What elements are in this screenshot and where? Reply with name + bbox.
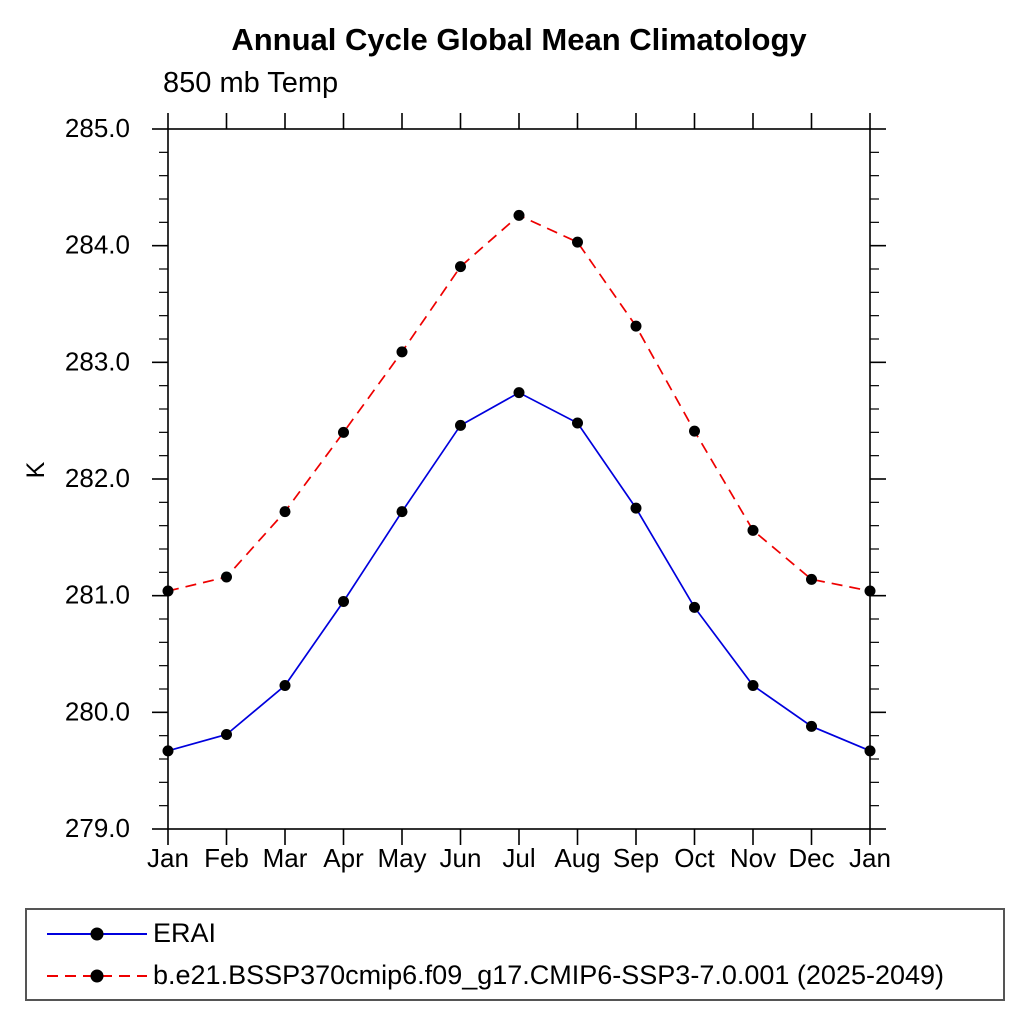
legend-line-sample-model xyxy=(47,969,147,982)
y-tick-labels: 279.0 280.0 281.0 282.0 283.0 284.0 285.0 xyxy=(65,113,130,843)
x-tick-label: Sep xyxy=(613,843,659,873)
x-tick-label: Nov xyxy=(730,843,776,873)
legend: ERAI b.e21.BSSP370cmip6.f09_g17.CMIP6-SS… xyxy=(25,908,1005,1001)
legend-label-erai: ERAI xyxy=(153,918,217,948)
x-tick-label: Apr xyxy=(323,843,364,873)
data-point-marker xyxy=(572,417,583,429)
y-tick-label: 279.0 xyxy=(65,813,130,843)
chart-title: Annual Cycle Global Mean Climatology xyxy=(231,22,807,57)
x-tick-label: May xyxy=(377,843,426,873)
y-tick-label: 282.0 xyxy=(65,463,130,493)
legend-label-model: b.e21.BSSP370cmip6.f09_g17.CMIP6-SSP3-7.… xyxy=(153,960,945,990)
data-point-marker xyxy=(806,720,817,732)
data-point-marker xyxy=(221,729,232,740)
data-point-marker xyxy=(455,261,466,273)
x-tick-label: Mar xyxy=(263,843,308,873)
legend-item-model: b.e21.BSSP370cmip6.f09_g17.CMIP6-SSP3-7.… xyxy=(27,959,1003,993)
x-axis-ticks xyxy=(167,113,871,845)
data-point-marker xyxy=(221,571,232,583)
series-line-0 xyxy=(167,391,871,752)
data-point-marker xyxy=(630,320,642,332)
data-point-marker xyxy=(279,506,291,518)
series-0 xyxy=(162,387,876,757)
y-tick-label: 284.0 xyxy=(65,230,130,260)
x-tick-label: Jan xyxy=(849,843,891,873)
data-point-marker xyxy=(162,585,174,597)
legend-marker-dot xyxy=(90,969,104,982)
chart-subtitle: 850 mb Temp xyxy=(163,67,339,99)
y-tick-label: 281.0 xyxy=(65,580,130,610)
y-tick-label: 280.0 xyxy=(65,696,130,726)
data-point-marker xyxy=(396,506,408,518)
x-tick-label: Oct xyxy=(674,843,715,873)
data-point-marker xyxy=(630,502,642,514)
data-point-marker xyxy=(689,425,700,437)
data-point-marker xyxy=(747,680,759,691)
x-tick-label: Dec xyxy=(788,843,834,873)
series-1 xyxy=(162,209,876,597)
x-tick-label: Jul xyxy=(502,843,535,873)
x-tick-label: Jan xyxy=(147,843,189,873)
data-point-marker xyxy=(689,601,700,613)
data-point-marker xyxy=(338,596,349,607)
series-line-1 xyxy=(167,214,871,592)
x-tick-label: Feb xyxy=(204,843,249,873)
legend-item-erai: ERAI xyxy=(27,917,1003,951)
legend-marker-dot xyxy=(90,927,104,940)
x-tick-labels: Jan Feb Mar Apr May Jun Jul Aug Sep Oct Nov Dec Jan xyxy=(147,843,891,873)
data-point-marker xyxy=(747,524,759,536)
x-tick-label: Aug xyxy=(554,843,600,873)
data-point-marker xyxy=(513,387,525,399)
data-point-marker xyxy=(338,426,349,438)
x-tick-label: Jun xyxy=(440,843,482,873)
data-point-marker xyxy=(396,346,408,358)
data-point-marker xyxy=(162,745,174,757)
data-point-marker xyxy=(806,573,817,585)
data-point-marker xyxy=(513,209,525,221)
legend-line-sample-erai xyxy=(47,927,147,940)
plot-frame xyxy=(167,128,871,830)
y-tick-label: 283.0 xyxy=(65,346,130,376)
data-point-marker xyxy=(864,745,876,757)
y-axis-ticks xyxy=(152,128,886,830)
data-point-marker xyxy=(572,236,583,248)
data-point-marker xyxy=(864,585,876,597)
data-point-marker xyxy=(455,419,466,431)
y-tick-label: 285.0 xyxy=(65,113,130,143)
data-point-marker xyxy=(279,680,291,691)
